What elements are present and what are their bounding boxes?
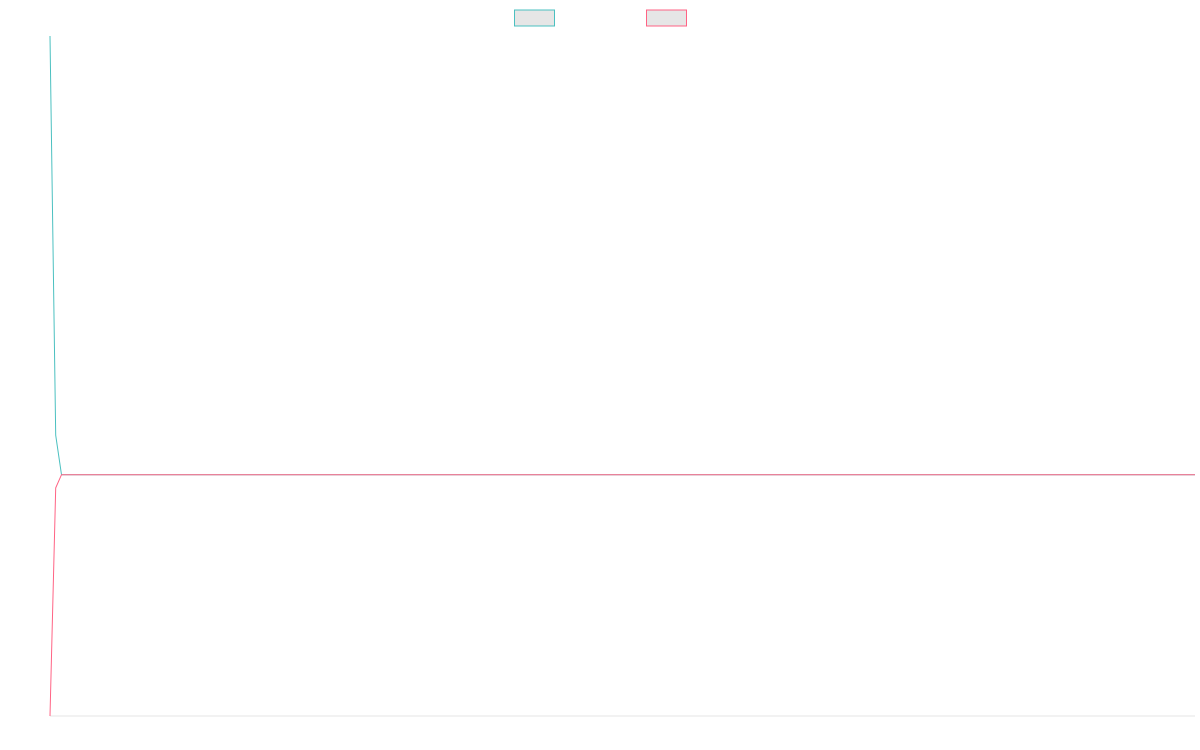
legend-item bbox=[646, 9, 687, 27]
legend bbox=[514, 9, 687, 27]
series-line-1 bbox=[49, 35, 1195, 476]
legend-swatch bbox=[514, 9, 555, 27]
legend-swatch bbox=[646, 9, 687, 27]
series-line-2 bbox=[49, 474, 1195, 717]
legend-item bbox=[514, 9, 555, 27]
series-layer bbox=[49, 35, 1195, 717]
